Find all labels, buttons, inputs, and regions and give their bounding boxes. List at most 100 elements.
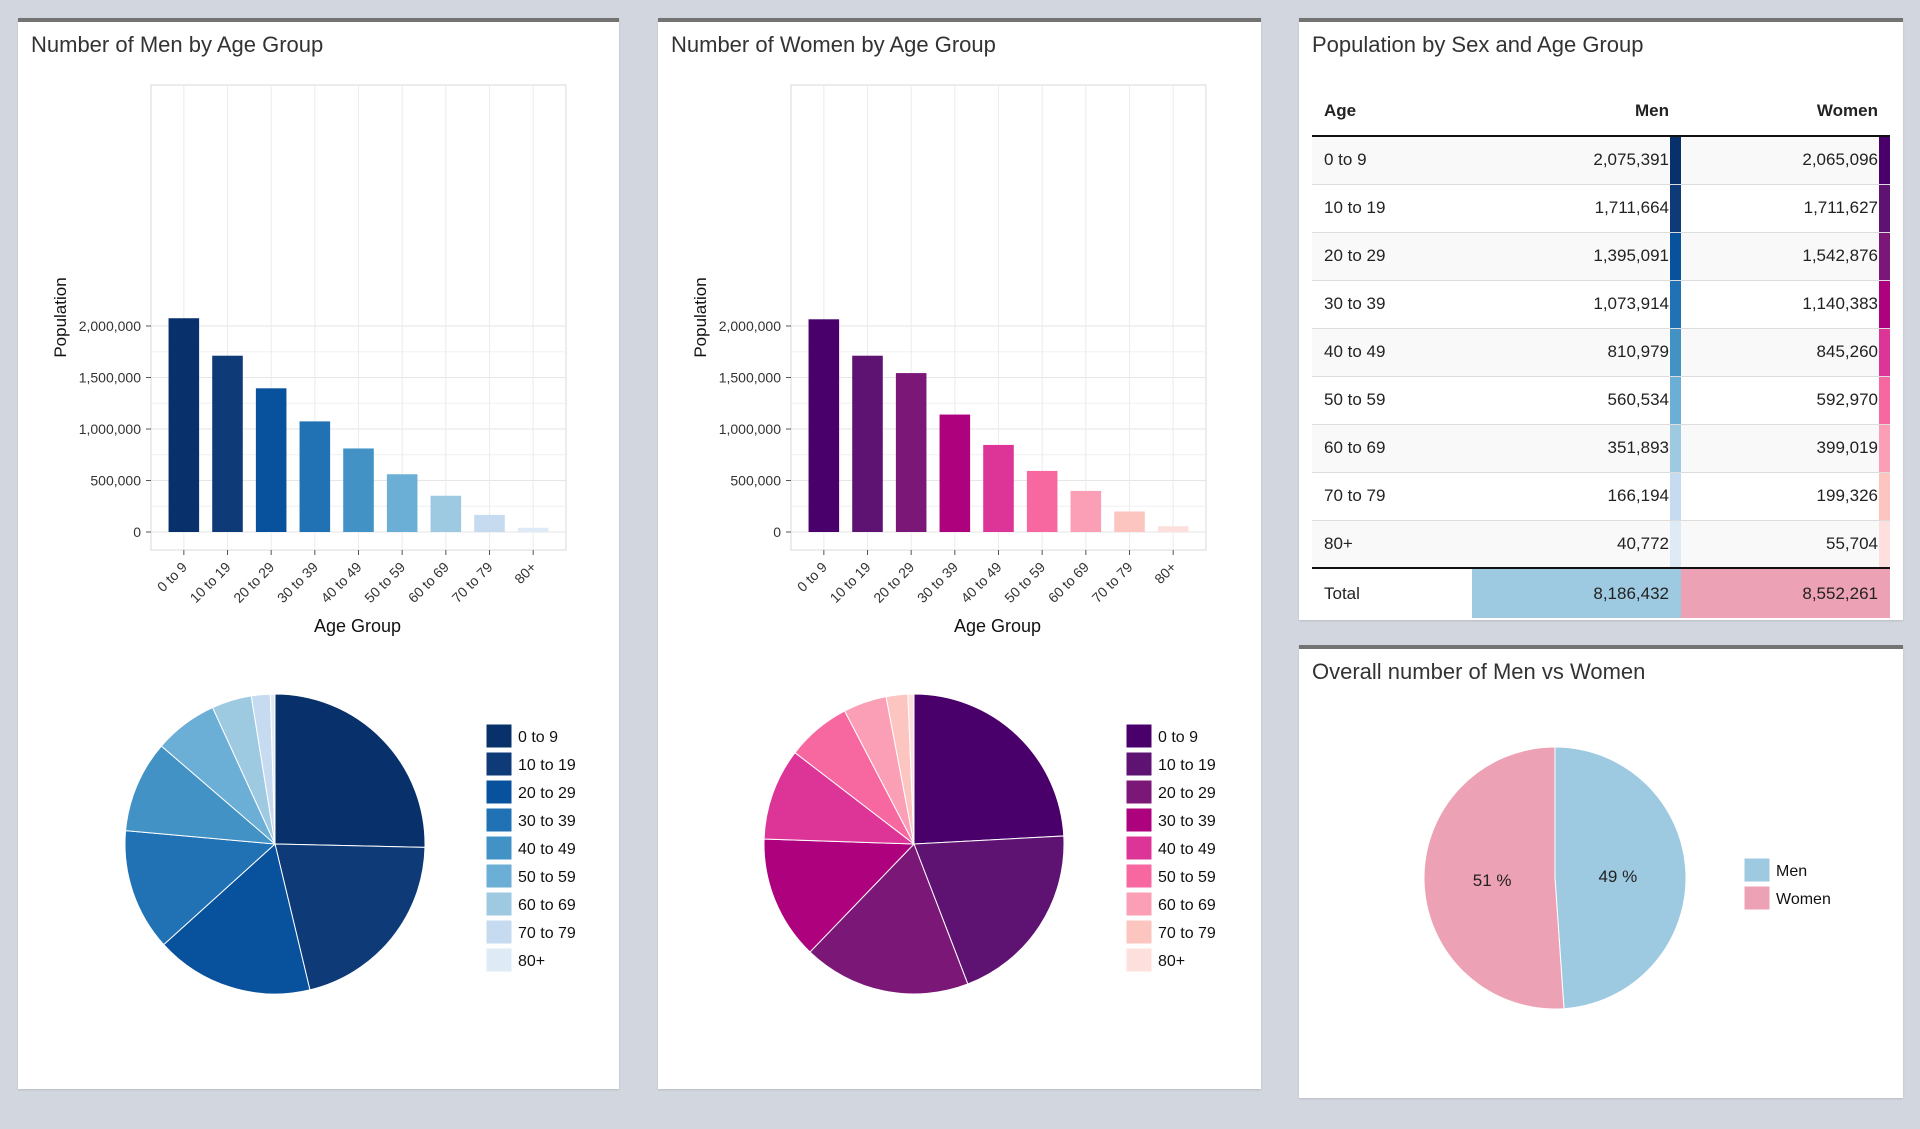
women-color-stripe [1879, 424, 1890, 472]
men-bar-chart: 0 500,000 1,000,000 1,500,000 2,000,000 0 to … [51, 84, 567, 636]
pie-slice-Women [1423, 746, 1565, 1010]
table-row: 30 to 39 1,073,914 1,140,383 [1312, 279, 1890, 328]
age-cell: 20 to 29 [1312, 231, 1472, 280]
legend-swatch [1125, 919, 1153, 945]
bar-60-to-69 [430, 495, 462, 532]
legend-label: 70 to 79 [518, 925, 576, 942]
pie-slice-30-to-39 [763, 838, 916, 953]
header-women[interactable]: Women [1681, 86, 1890, 137]
y-tick-label: 0 [133, 524, 141, 540]
men-panel: Number of Men by Age Group 0 500,000 1,000… [18, 18, 619, 1089]
women-color-stripe [1879, 520, 1890, 567]
legend-swatch [485, 807, 513, 833]
x-tick-label: 10 to 19 [827, 559, 874, 606]
age-cell: 80+ [1312, 519, 1472, 568]
table-row: 40 to 49 810,979 845,260 [1312, 327, 1890, 376]
age-cell: 60 to 69 [1312, 423, 1472, 472]
men-cell: 2,075,391 [1472, 135, 1681, 184]
women-color-stripe [1879, 280, 1890, 328]
x-tick-label: 30 to 39 [274, 559, 321, 606]
men-color-stripe [1670, 280, 1681, 328]
pie-slice-Men [1554, 746, 1687, 1010]
pie-slice-80+ [269, 693, 276, 845]
bar-0-to-9 [808, 319, 840, 532]
men-panel-title: Number of Men by Age Group [31, 32, 324, 57]
pie-slice-60-to-69 [211, 695, 276, 845]
x-tick-label: 0 to 9 [154, 559, 190, 595]
x-tick-label: 40 to 49 [318, 559, 365, 606]
y-tick-label: 1,500,000 [79, 370, 141, 386]
women-cell: 592,970 [1681, 375, 1890, 424]
x-tick-label: 30 to 39 [914, 559, 961, 606]
legend-swatch [1125, 751, 1153, 777]
men-cell: 810,979 [1472, 327, 1681, 376]
x-axis-title: Age Group [954, 616, 1041, 636]
women-color-stripe [1879, 472, 1890, 520]
men-color-stripe [1670, 424, 1681, 472]
legend-swatch [1125, 807, 1153, 833]
y-tick-label: 500,000 [730, 473, 781, 489]
women-cell: 1,711,627 [1681, 183, 1890, 232]
table-panel-title: Population by Sex and Age Group [1312, 32, 1644, 57]
header-men[interactable]: Men [1472, 86, 1681, 137]
legend-swatch [485, 835, 513, 861]
pie-slice-0-to-9 [913, 693, 1065, 845]
population-table: Age Men Women 0 to 9 2,075,391 2,065,096 10… [1312, 86, 1890, 618]
total-label: Total [1312, 567, 1472, 618]
bar-30-to-39 [939, 414, 971, 532]
y-tick-label: 1,500,000 [719, 370, 781, 386]
pie-slice-80+ [907, 693, 915, 845]
y-tick-label: 2,000,000 [719, 318, 781, 334]
men-color-stripe [1670, 376, 1681, 424]
bar-0-to-9 [168, 318, 200, 532]
legend-label: 10 to 19 [1158, 757, 1216, 774]
legend-swatch [1125, 891, 1153, 917]
bar-40-to-49 [983, 444, 1014, 532]
legend-swatch [485, 751, 513, 777]
y-tick-label: 0 [773, 524, 781, 540]
legend-label: 50 to 59 [518, 869, 576, 886]
x-tick-label: 70 to 79 [449, 559, 496, 606]
x-tick-label: 60 to 69 [1045, 559, 1092, 606]
header-age[interactable]: Age [1312, 86, 1472, 137]
men-cell: 1,711,664 [1472, 183, 1681, 232]
x-axis-title: Age Group [314, 616, 401, 636]
table-row: 60 to 69 351,893 399,019 [1312, 423, 1890, 472]
legend-label: 10 to 19 [518, 757, 576, 774]
pie-slice-70-to-79 [250, 693, 276, 845]
y-axis-title: Population [51, 277, 70, 357]
women-cell: 845,260 [1681, 327, 1890, 376]
bar-20-to-29 [255, 388, 287, 532]
bar-10-to-19 [852, 355, 883, 532]
legend-label: 20 to 29 [518, 785, 576, 802]
age-cell: 0 to 9 [1312, 135, 1472, 184]
women-cell: 55,704 [1681, 519, 1890, 568]
men-cell: 1,073,914 [1472, 279, 1681, 328]
bar-70-to-79 [1114, 511, 1145, 532]
legend-label: 80+ [1158, 953, 1185, 970]
pie-slice-50-to-59 [160, 706, 276, 845]
bar-10-to-19 [212, 355, 243, 532]
men-cell: 560,534 [1472, 375, 1681, 424]
legend-label: 20 to 29 [1158, 785, 1216, 802]
women-cell: 1,140,383 [1681, 279, 1890, 328]
men-cell: 351,893 [1472, 423, 1681, 472]
men-color-stripe [1670, 520, 1681, 567]
x-tick-label: 80+ [511, 559, 539, 587]
x-tick-label: 20 to 29 [870, 559, 917, 606]
bar-30-to-39 [299, 421, 331, 532]
age-cell: 30 to 39 [1312, 279, 1472, 328]
legend-swatch [1743, 857, 1771, 883]
women-color-stripe [1879, 328, 1890, 376]
y-tick-label: 500,000 [90, 473, 141, 489]
x-tick-label: 80+ [1151, 559, 1179, 587]
bar-80+ [1157, 526, 1189, 532]
men-color-stripe [1670, 137, 1681, 184]
x-tick-label: 70 to 79 [1089, 559, 1136, 606]
legend-label: Men [1776, 863, 1807, 880]
y-tick-label: 2,000,000 [79, 318, 141, 334]
pie-slice-20-to-29 [809, 843, 969, 995]
overall-pie-chart: 49 % 51 % Men Women [1423, 746, 1831, 1010]
bar-20-to-29 [895, 373, 927, 532]
x-tick-label: 10 to 19 [187, 559, 234, 606]
